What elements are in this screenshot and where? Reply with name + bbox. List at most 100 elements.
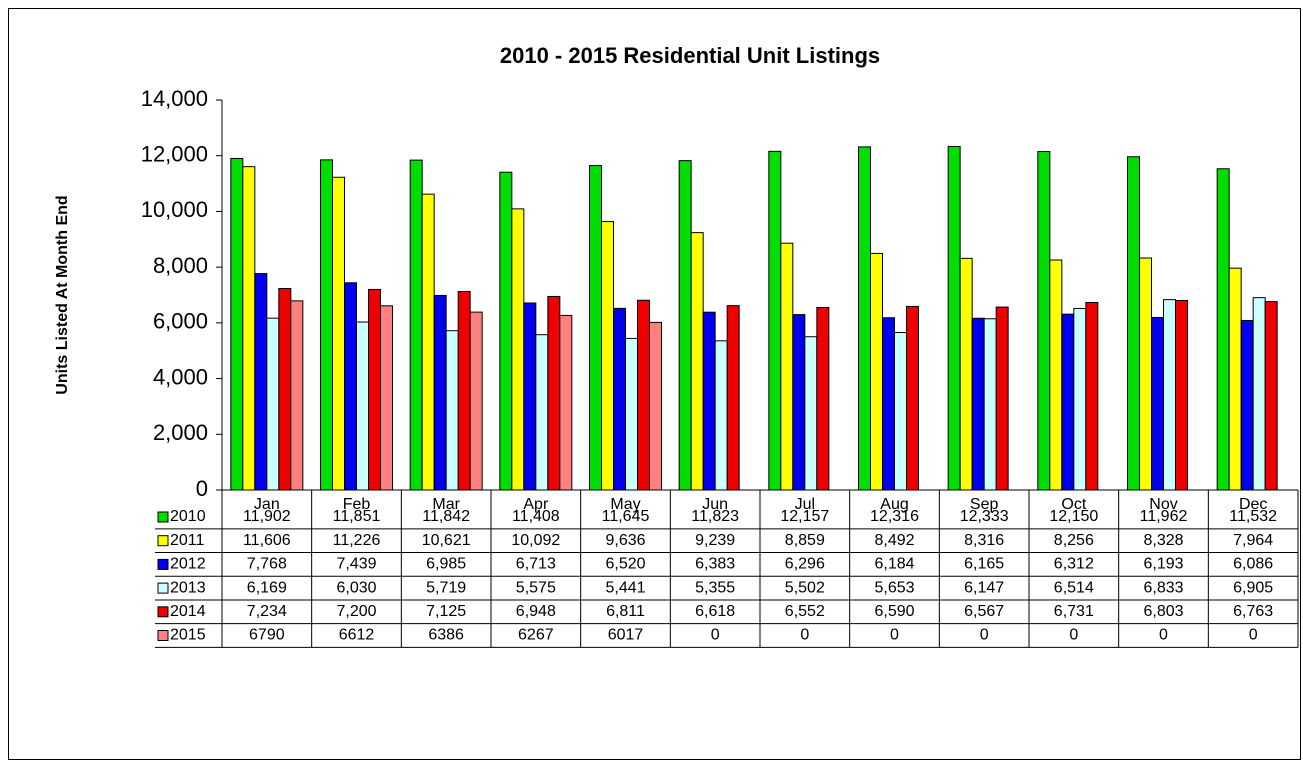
x-tick-label: Feb: [343, 496, 371, 513]
table-cell: 7,200: [336, 603, 376, 620]
bar: [678, 160, 692, 491]
table-cell: 6,763: [1233, 603, 1273, 620]
table-cell: 9,239: [695, 532, 735, 549]
table-cell: 6,552: [785, 603, 825, 620]
table-cell: 0: [890, 627, 899, 644]
table-cell: 11,645: [602, 508, 650, 525]
bar: [1252, 297, 1266, 491]
bar: [1139, 257, 1152, 491]
legend-label: 2012: [170, 556, 206, 573]
table-cell: 7,768: [247, 556, 287, 573]
bar: [714, 340, 728, 491]
table-cell: 6,731: [1054, 603, 1094, 620]
table-cell: 7,964: [1233, 532, 1273, 549]
table-cell: 6,312: [1054, 556, 1094, 573]
bar: [290, 300, 304, 491]
x-tick-label: Jun: [702, 496, 728, 513]
y-tick-label: 8,000: [153, 253, 208, 278]
table-cell: 11,532: [1229, 508, 1277, 525]
bar: [1073, 308, 1087, 491]
table-cell: 5,575: [516, 579, 556, 596]
table-cell: 6,165: [964, 556, 1004, 573]
x-tick-label: Apr: [523, 496, 549, 513]
table-cell: 5,441: [605, 579, 645, 596]
table-cell: 11,842: [422, 508, 470, 525]
table-cell: 6,086: [1233, 556, 1273, 573]
bar: [266, 317, 280, 491]
table-cell: 11,902: [243, 508, 291, 525]
table-cell: 6,520: [605, 556, 645, 573]
bar: [356, 321, 369, 491]
y-tick-label: 10,000: [141, 197, 208, 222]
y-tick-label: 14,000: [141, 86, 208, 111]
table-cell: 6612: [339, 627, 375, 644]
bar: [947, 145, 961, 491]
table-cell: 8,256: [1054, 532, 1094, 549]
table-cell: 6,514: [1054, 579, 1094, 596]
legend-key: [157, 582, 169, 594]
bar: [445, 330, 459, 491]
bar: [547, 295, 561, 491]
table-cell: 6386: [428, 627, 464, 644]
table-cell: 0: [711, 627, 720, 644]
legend-key: [157, 630, 169, 641]
bar: [409, 159, 423, 491]
x-tick-label: May: [610, 496, 640, 513]
bar: [702, 311, 716, 491]
legend-label: 2014: [170, 603, 206, 620]
x-tick-label: Sep: [970, 496, 999, 513]
bar: [278, 287, 292, 491]
x-tick-label: Dec: [1239, 496, 1267, 513]
bar: [971, 317, 985, 491]
bar: [511, 208, 525, 491]
table-cell: 12,150: [1049, 508, 1098, 525]
legend-label: 2011: [170, 532, 205, 549]
bar: [906, 305, 919, 491]
bar: [690, 232, 704, 491]
x-tick-label: Aug: [880, 496, 908, 513]
bar: [858, 146, 871, 491]
bar: [1085, 301, 1099, 491]
bar: [1216, 168, 1230, 491]
table-cell: 6,296: [785, 556, 825, 573]
bar: [1127, 156, 1140, 491]
table-cell: 6,030: [336, 579, 376, 596]
bar: [613, 307, 626, 491]
table-cell: 6,948: [516, 603, 556, 620]
table-cell: 5,502: [785, 579, 825, 596]
bar: [1163, 299, 1176, 491]
table-cell: 6,985: [426, 556, 466, 573]
table-cell: 6,169: [247, 579, 287, 596]
bar: [894, 332, 907, 491]
table-cell: 0: [1069, 627, 1078, 644]
table-cell: 0: [1159, 627, 1168, 644]
table-cell: 6,383: [695, 556, 735, 573]
x-tick-label: Nov: [1149, 496, 1177, 513]
bar: [601, 221, 614, 491]
bar: [959, 257, 973, 491]
bar: [254, 273, 268, 491]
table-cell: 6,184: [874, 556, 914, 573]
table-cell: 11,408: [512, 508, 560, 525]
bar: [380, 305, 393, 491]
table-cell: 11,823: [691, 508, 739, 525]
bar: [320, 159, 333, 491]
legend-label: 2015: [170, 627, 206, 644]
bar: [768, 150, 782, 491]
table-cell: 6,803: [1143, 603, 1183, 620]
table-cell: 6267: [518, 627, 554, 644]
bar: [499, 171, 513, 491]
table-cell: 11,962: [1140, 508, 1188, 525]
table-cell: 11,226: [333, 532, 381, 549]
table-cell: 12,316: [870, 508, 919, 525]
bar: [523, 302, 537, 491]
table-cell: 12,157: [780, 508, 829, 525]
bar: [535, 334, 549, 491]
bar: [368, 288, 381, 491]
y-tick-label: 12,000: [141, 142, 208, 167]
bar: [1228, 267, 1242, 491]
chart-title: 2010 - 2015 Residential Unit Listings: [500, 43, 880, 68]
table-cell: 8,859: [785, 532, 825, 549]
bar: [1240, 319, 1254, 491]
